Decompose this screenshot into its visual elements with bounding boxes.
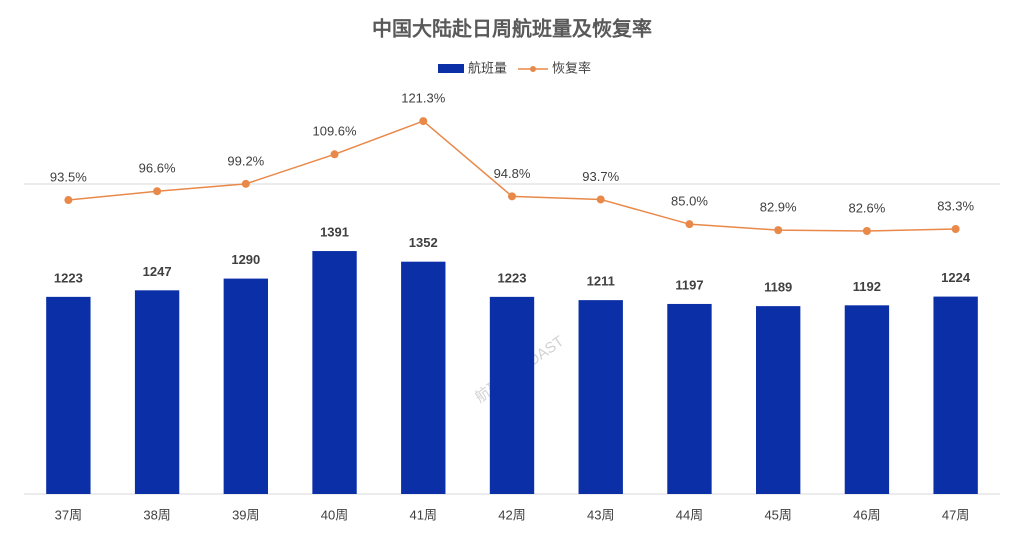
line-value-label: 82.6% [848,200,885,215]
bar [401,261,446,494]
line-value-label: 96.6% [139,161,176,176]
bar [134,290,180,494]
line-point [508,192,516,201]
bar-value-label: 1197 [675,277,703,292]
line-point [241,179,250,188]
x-tick-label: 41周 [410,507,437,522]
line-value-label: 94.8% [494,166,531,181]
bar-value-label: 1211 [587,274,615,289]
line-point [685,220,694,229]
legend: 航班量 恢复率 [438,60,591,75]
bar-value-label: 1192 [853,279,881,294]
line-value-label: 93.7% [582,169,619,184]
bar [223,278,268,494]
legend-label: 恢复率 [552,60,591,75]
line-value-label: 109.6% [312,124,357,139]
line-value-label: 82.9% [760,200,797,215]
x-tick-label: 47周 [942,507,969,522]
line-value-label: 93.5% [50,169,87,184]
x-tick-label: 39周 [232,507,259,522]
bar [312,251,357,494]
bar-value-label: 1247 [143,264,172,279]
bar [756,306,801,494]
x-tick-label: 42周 [498,507,525,522]
line-point [64,196,73,205]
line-point [419,117,428,126]
x-tick-label: 40周 [321,507,348,522]
bar [578,300,623,494]
bar-value-label: 1189 [764,280,792,295]
line-value-label: 83.3% [937,198,974,213]
line-point [153,187,162,196]
x-tick-label: 45周 [764,507,791,522]
legend-swatch [530,66,536,72]
line-value-label: 121.3% [401,91,446,106]
bar [46,296,91,494]
bar-value-label: 1352 [409,235,438,250]
x-tick-label: 46周 [853,507,880,522]
bar [844,305,890,494]
bar-value-label: 1290 [231,252,260,267]
x-tick-label: 37周 [55,507,82,522]
line-point [596,195,605,204]
line-point [951,225,960,234]
bar [933,296,978,494]
line-point [774,226,783,235]
line-value-label: 99.2% [227,153,264,168]
chart-title: 中国大陆赴日周航班量及恢复率 [372,16,652,40]
line-point [862,226,871,235]
bar-value-label: 1223 [54,270,83,285]
bar [667,303,712,494]
bar-value-label: 1391 [320,224,349,239]
line-point [330,150,339,159]
bar-value-label: 1223 [498,270,527,285]
legend-label: 航班量 [468,60,507,75]
bar [489,296,535,494]
x-tick-label: 38周 [143,507,170,522]
line-value-label: 85.0% [671,194,708,209]
x-tick-label: 43周 [587,507,614,522]
x-tick-label: 44周 [676,507,703,522]
legend-swatch [438,64,464,73]
bar-value-label: 1224 [941,270,971,285]
